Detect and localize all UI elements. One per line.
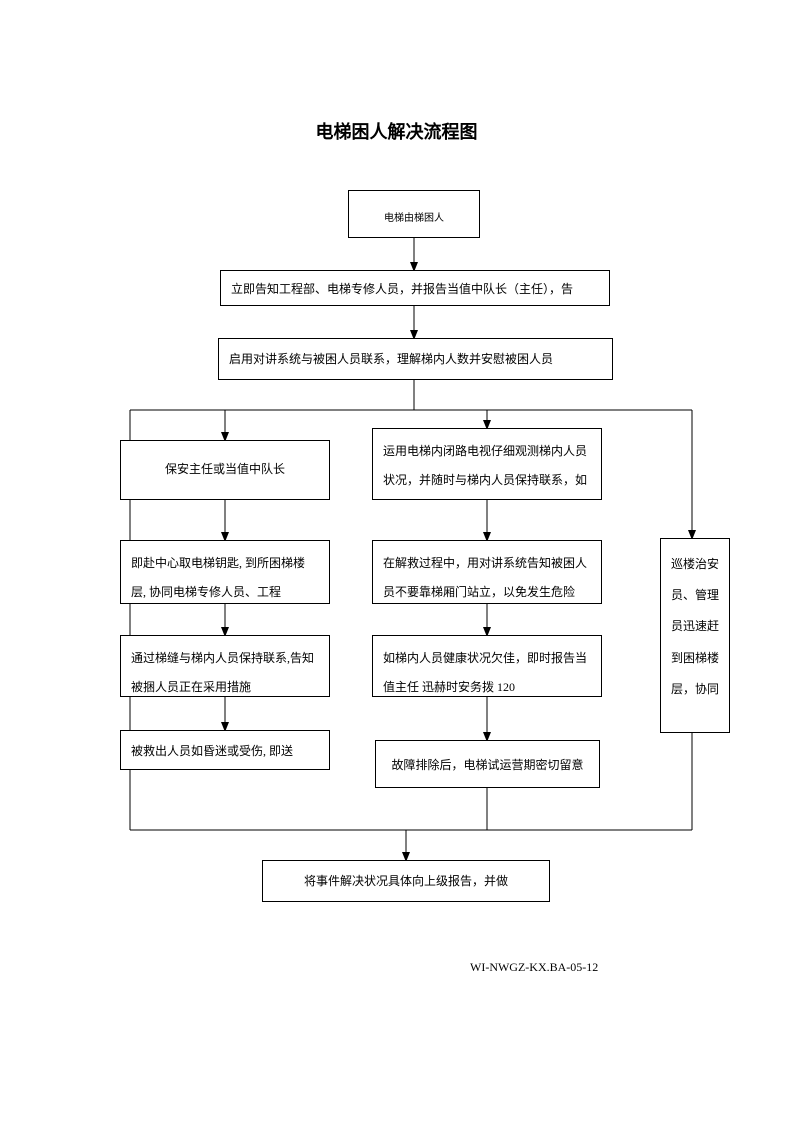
node-n9: 如梯内人员健康状况欠佳，即时报告当值主任 迅赫时安务拨 120	[372, 635, 602, 697]
page-title: 电梯困人解决流程图	[0, 118, 793, 144]
flowchart-container: 电梯困人解决流程图 电梯由梯困人立即告知工程部、电梯专修人员，并报告当值中队长（…	[0, 0, 793, 1122]
node-n11: 故障排除后，电梯试运营期密切留意	[375, 740, 600, 788]
node-n8: 通过梯缝与梯内人员保持联系,告知被捆人员正在采用措施	[120, 635, 330, 697]
node-n1: 电梯由梯困人	[348, 190, 480, 238]
node-n6: 即赴中心取电梯钥匙, 到所困梯楼层, 协同电梯专修人员、工程	[120, 540, 330, 604]
node-n3: 启用对讲系统与被困人员联系，理解梯内人数并安慰被困人员	[218, 338, 613, 380]
node-n13: 将事件解决状况具体向上级报告，并做	[262, 860, 550, 902]
node-n7: 在解救过程中，用对讲系统告知被困人员不要靠梯厢门站立，以免发生危险	[372, 540, 602, 604]
footer-code: WI-NWGZ-KX.BA-05-12	[470, 960, 598, 975]
node-n2: 立即告知工程部、电梯专修人员，并报告当值中队长（主任），告	[220, 270, 610, 306]
node-n12: 巡楼治安员、管理员迅速赶到困梯楼层，协同	[660, 538, 730, 733]
node-n4: 保安主任或当值中队长	[120, 440, 330, 500]
node-n10: 被救出人员如昏迷或受伤, 即送	[120, 730, 330, 770]
node-n5: 运用电梯内闭路电视仔细观测梯内人员状况，并随时与梯内人员保持联系，如	[372, 428, 602, 500]
